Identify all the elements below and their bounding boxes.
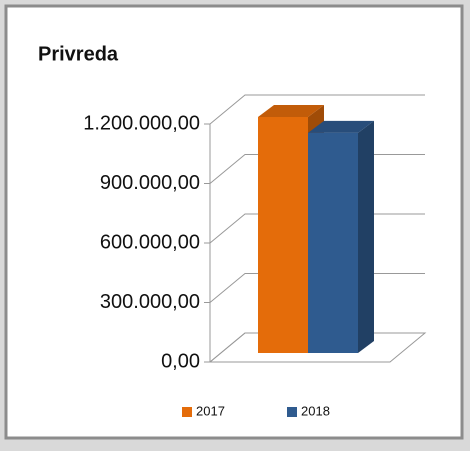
legend-swatch (287, 407, 297, 417)
legend-swatch (182, 407, 192, 417)
y-tick-label: 600.000,00 (100, 231, 200, 253)
y-tick-label: 300.000,00 (100, 291, 200, 313)
chart-title: Privreda (38, 43, 119, 65)
grid-line (209, 94, 425, 125)
legend-label: 2018 (301, 403, 330, 418)
bar-top (258, 104, 324, 117)
bar-front (308, 132, 358, 353)
y-tick-label: 1.200.000,00 (83, 112, 200, 134)
bar-top (308, 120, 374, 133)
y-tick-label: 900.000,00 (100, 172, 200, 194)
bar-front (258, 116, 308, 353)
chart-frame (4, 4, 464, 440)
bar (308, 120, 374, 353)
legend-label: 2017 (196, 403, 225, 418)
bar-side (358, 120, 374, 353)
y-tick-label: 0,00 (161, 350, 200, 372)
